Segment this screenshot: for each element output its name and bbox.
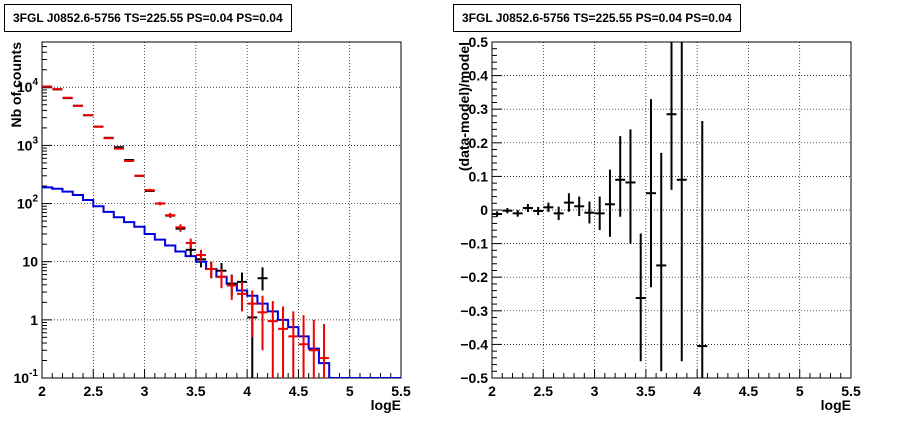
chart-title-right: 3FGL J0852.6-5756 TS=225.55 PS=0.04 PS=0… <box>453 4 741 32</box>
x-tick-label: 2.5 <box>84 383 104 399</box>
x-tick-label: 3 <box>591 383 599 399</box>
plot-frame <box>41 41 402 379</box>
x-tick-label: 2 <box>38 383 46 399</box>
x-tick-label: 4.5 <box>289 383 309 399</box>
plot-area <box>42 85 401 378</box>
y-tick-label: −0.4 <box>460 336 488 352</box>
y-tick-label: 10 <box>22 254 38 270</box>
chart-title-left: 3FGL J0852.6-5756 TS=225.55 PS=0.04 PS=0… <box>4 4 292 32</box>
x-tick-label: 4 <box>693 383 701 399</box>
y-tick-label: 1 <box>30 312 38 328</box>
x-tick-label: 5 <box>346 383 354 399</box>
y-tick-label: −0.5 <box>460 370 488 386</box>
x-tick-label: 5.5 <box>391 383 411 399</box>
y-tick-label: 102 <box>17 194 39 212</box>
y-tick-label: 0 <box>480 202 488 218</box>
x-tick-label: 2 <box>488 383 496 399</box>
y-tick-label: 0.5 <box>469 34 489 50</box>
y-tick-label: −0.1 <box>460 236 488 252</box>
y-tick-label: 10-1 <box>14 368 39 386</box>
x-tick-label: 4 <box>243 383 251 399</box>
y-tick-label: 0.1 <box>469 168 489 184</box>
y-tick-label: 0.4 <box>469 68 489 84</box>
y-tick-label: 0.2 <box>469 135 489 151</box>
y-axis-label: (data-model)/model <box>456 42 472 171</box>
x-tick-label: 3.5 <box>636 383 656 399</box>
y-tick-label: 104 <box>17 77 39 95</box>
x-tick-label: 3.5 <box>186 383 206 399</box>
y-tick-label: −0.2 <box>460 269 488 285</box>
x-tick-label: 4.5 <box>739 383 759 399</box>
x-tick-label: 3 <box>141 383 149 399</box>
x-tick-label: 5 <box>796 383 804 399</box>
x-axis-label: logE <box>371 397 401 413</box>
x-axis-label: logE <box>821 397 851 413</box>
y-tick-label: 103 <box>17 135 39 153</box>
y-tick-label: −0.3 <box>460 303 488 319</box>
y-axis-label: Nb of counts <box>8 42 24 128</box>
x-tick-label: 2.5 <box>534 383 554 399</box>
y-tick-label: 0.3 <box>469 101 489 117</box>
x-tick-label: 5.5 <box>841 383 861 399</box>
